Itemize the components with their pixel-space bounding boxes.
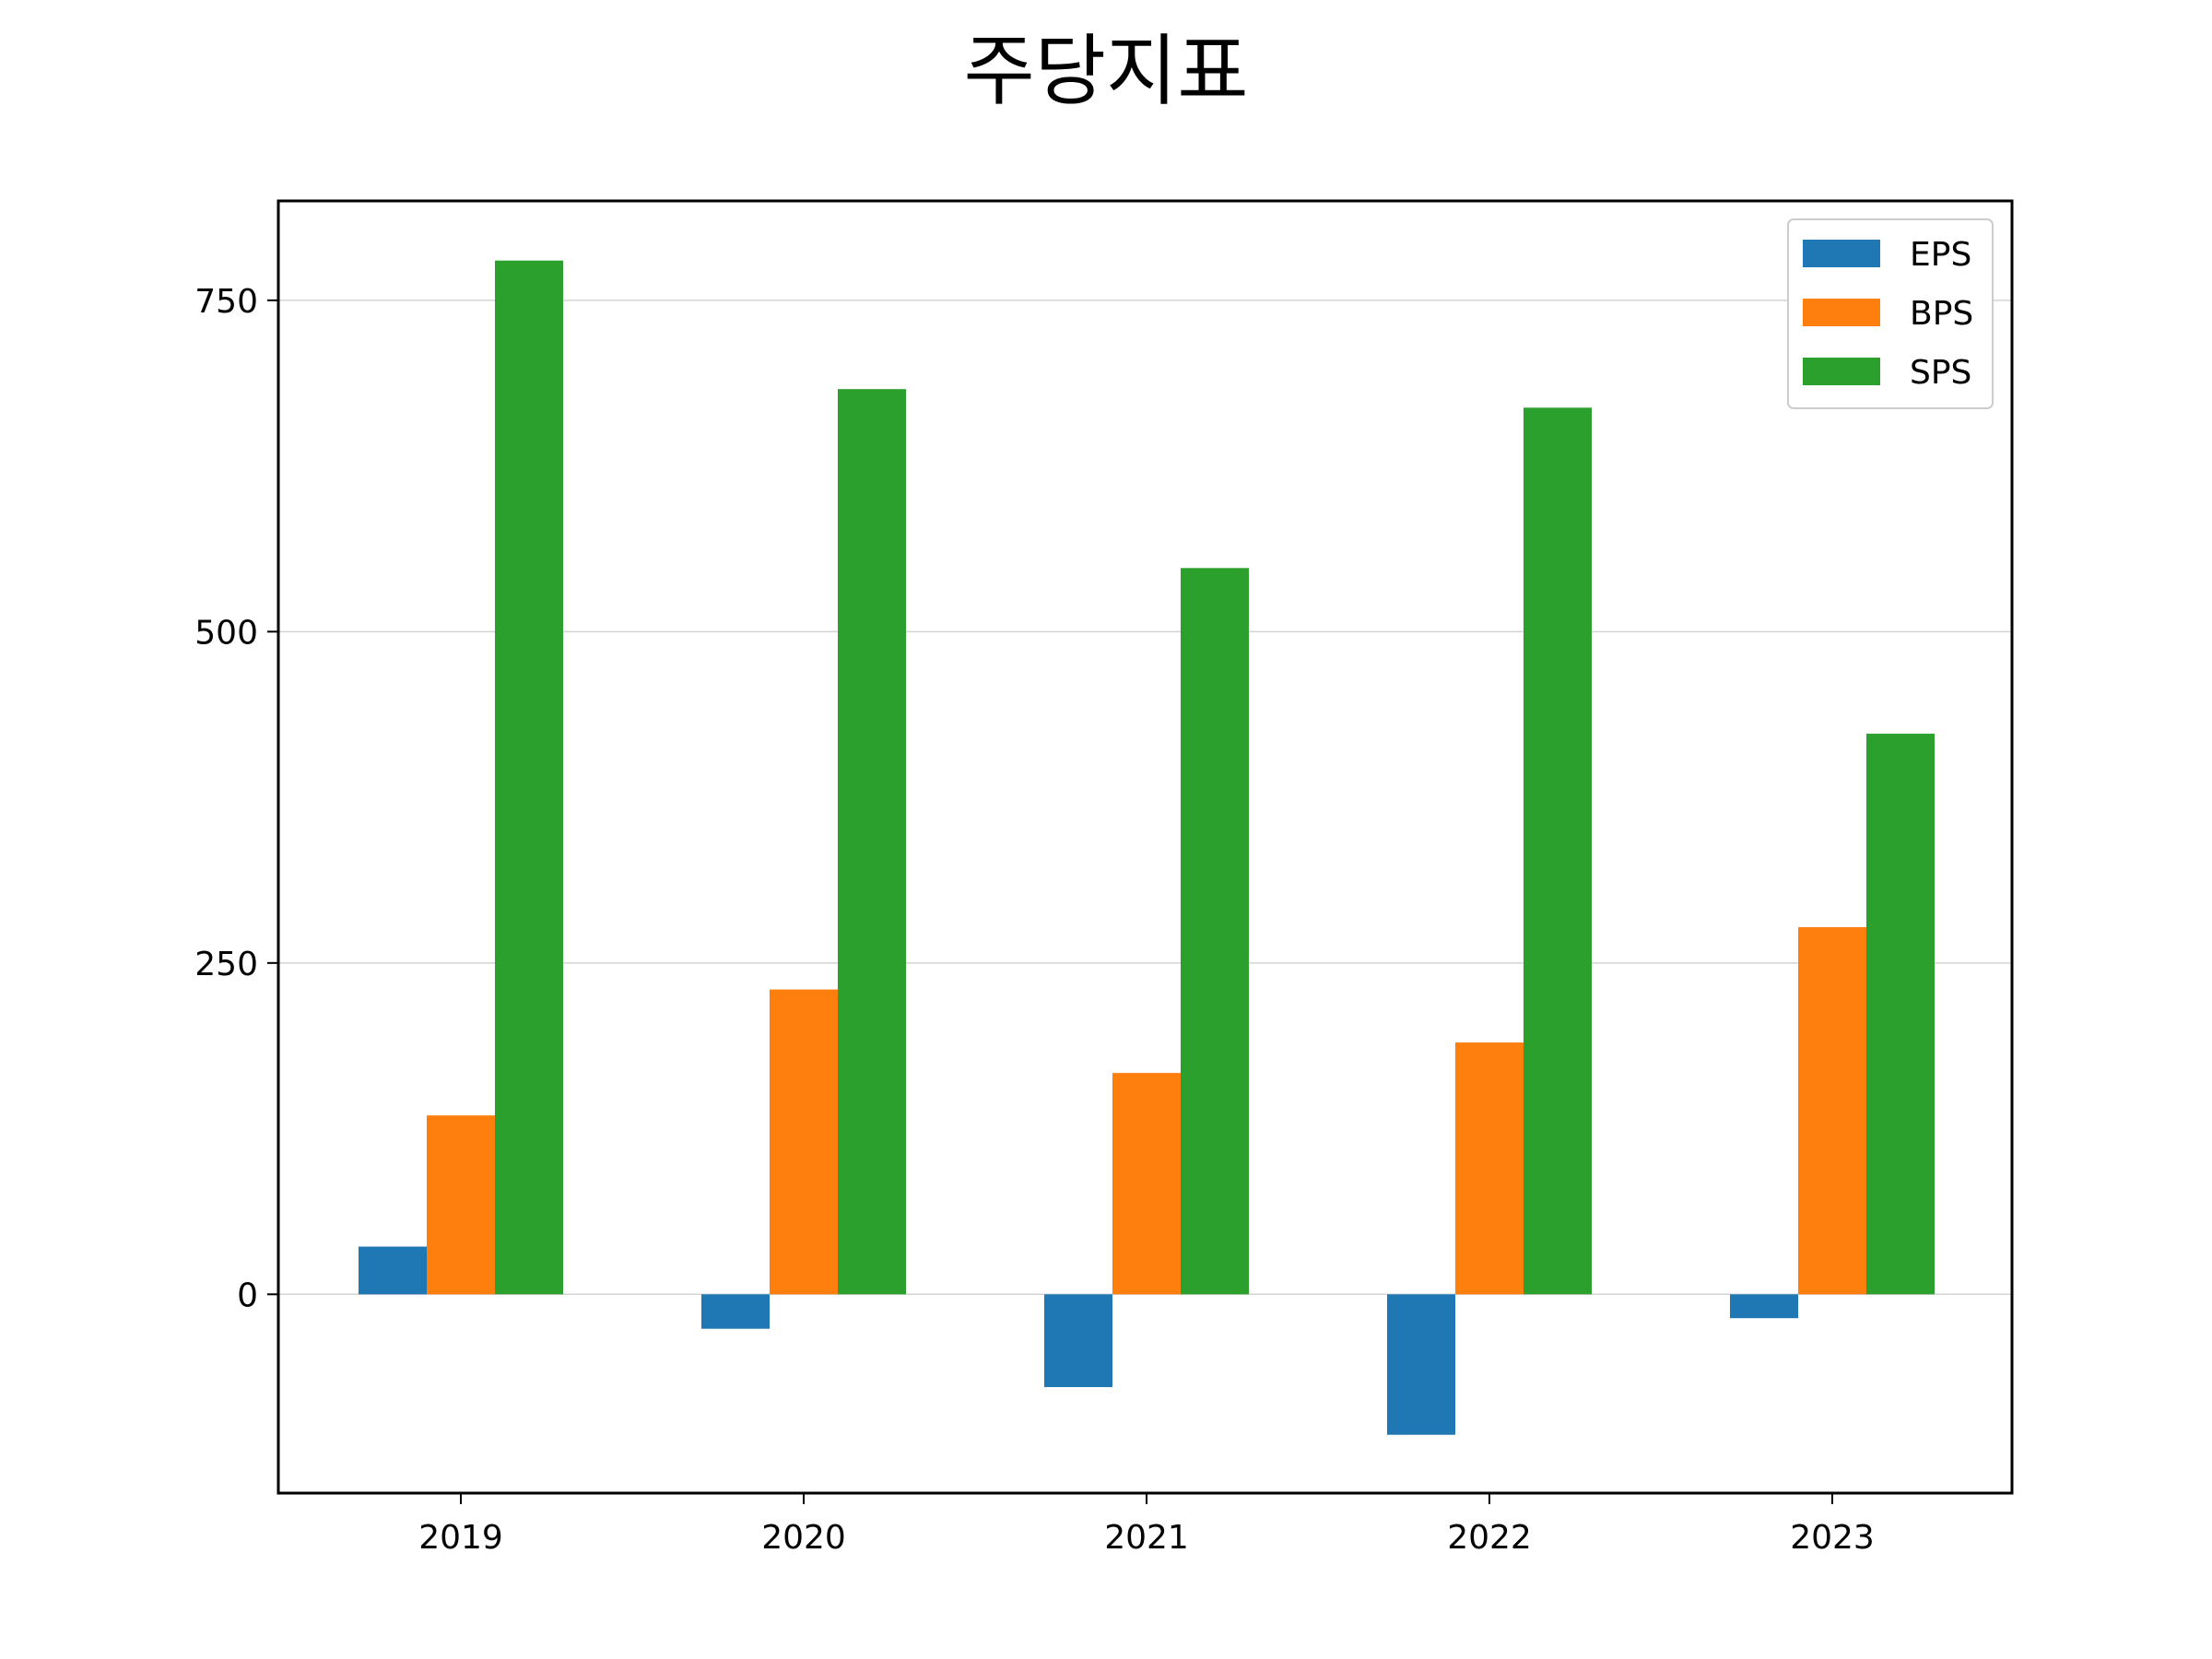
bars: [359, 260, 1935, 1435]
bar-eps-2021: [1044, 1294, 1112, 1387]
x-axis: 2019 2020 2021 2022 2023: [418, 1493, 1875, 1557]
bar-sps-2021: [1181, 568, 1249, 1295]
x-tick-label: 2023: [1790, 1519, 1875, 1557]
legend-label-eps: EPS: [1910, 236, 1971, 274]
y-tick-label: 250: [194, 946, 258, 983]
bar-eps-2020: [701, 1294, 770, 1329]
x-tick-label: 2022: [1447, 1519, 1532, 1557]
x-tick-label: 2020: [761, 1519, 846, 1557]
bar-bps-2023: [1798, 926, 1866, 1295]
gridlines: [278, 300, 2012, 1296]
legend: EPS BPS SPS: [1787, 218, 1994, 409]
bar-bps-2021: [1112, 1073, 1181, 1295]
y-axis: 0 250 500 750: [194, 283, 278, 1314]
bar-sps-2023: [1866, 734, 1935, 1295]
plot-frame: [276, 199, 2014, 1495]
bar-sps-2022: [1524, 407, 1592, 1295]
legend-swatch-sps: [1803, 358, 1880, 385]
bar-sps-2020: [838, 389, 906, 1295]
bar-bps-2022: [1455, 1042, 1524, 1295]
legend-swatch-bps: [1803, 299, 1880, 326]
y-tick-label: 750: [194, 283, 258, 321]
legend-label-sps: SPS: [1910, 354, 1971, 392]
chart-title: 주당지표: [963, 26, 1249, 116]
x-tick-label: 2019: [418, 1519, 503, 1557]
legend-label-bps: BPS: [1910, 295, 1973, 333]
bar-bps-2019: [427, 1115, 495, 1295]
bar-eps-2019: [359, 1246, 427, 1295]
y-tick-label: 0: [237, 1277, 258, 1314]
bar-eps-2023: [1730, 1294, 1798, 1319]
bar-eps-2022: [1387, 1294, 1455, 1435]
y-tick-label: 500: [194, 614, 258, 652]
bar-sps-2019: [495, 260, 563, 1295]
x-tick-label: 2021: [1104, 1519, 1189, 1557]
legend-swatch-eps: [1803, 240, 1880, 267]
bar-bps-2020: [770, 989, 838, 1295]
